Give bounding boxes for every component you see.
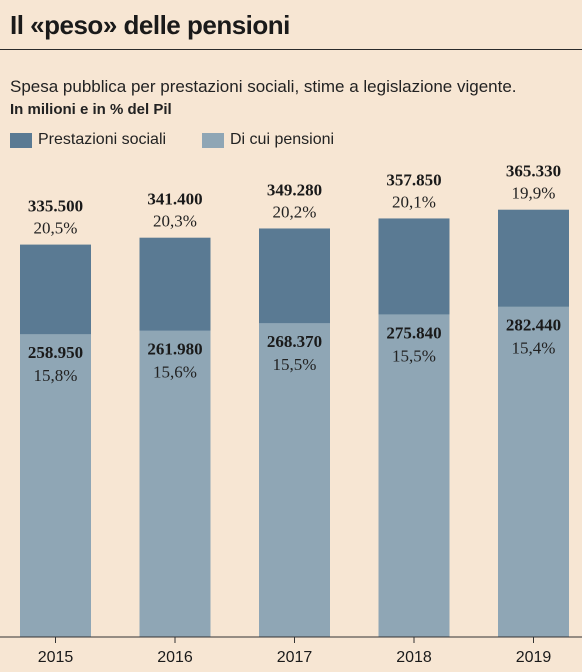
label-pensioni-pct-2019: 15,4% [512, 339, 556, 358]
label-prestazioni-2018: 357.850 [386, 170, 441, 189]
title-divider [0, 49, 582, 50]
legend-item-prestazioni: Prestazioni sociali [10, 131, 166, 149]
label-pensioni-pct-2018: 15,5% [392, 346, 436, 365]
label-pensioni-pct-2015: 15,8% [34, 366, 78, 385]
x-tick-label-2016: 2016 [157, 649, 193, 666]
x-tick-label-2019: 2019 [516, 649, 552, 666]
label-pensioni-2016: 261.980 [147, 340, 202, 359]
legend-swatch-prestazioni [10, 132, 32, 148]
x-tick-label-2015: 2015 [38, 649, 74, 666]
label-prestazioni-pct-2019: 19,9% [512, 184, 556, 203]
legend-label-prestazioni: Prestazioni sociali [38, 131, 167, 148]
label-pensioni-2017: 268.370 [267, 332, 322, 351]
legend-label-pensioni: Di cui pensioni [230, 131, 335, 148]
label-pensioni-pct-2016: 15,6% [153, 363, 197, 382]
bar-pensioni-2019 [498, 306, 569, 637]
x-tick-label-2017: 2017 [277, 649, 313, 666]
legend-swatch-pensioni [202, 132, 224, 148]
unit-label: In milioni e in % del Pil [10, 101, 172, 118]
bar-pensioni-2018 [378, 314, 450, 637]
label-prestazioni-pct-2016: 20,3% [153, 212, 197, 231]
label-prestazioni-2015: 335.500 [28, 197, 83, 216]
chart-subtitle: Spesa pubblica per prestazioni sociali, … [10, 77, 517, 96]
bar-pensioni-2017 [259, 323, 330, 637]
label-prestazioni-2016: 341.400 [147, 190, 202, 209]
label-prestazioni-pct-2018: 20,1% [392, 192, 436, 211]
label-prestazioni-pct-2015: 20,5% [34, 219, 78, 238]
label-pensioni-2018: 275.840 [386, 323, 441, 342]
x-tick-label-2018: 2018 [396, 649, 432, 666]
label-prestazioni-pct-2017: 20,2% [273, 202, 317, 221]
label-prestazioni-2019: 365.330 [506, 162, 561, 181]
label-prestazioni-2017: 349.280 [267, 180, 322, 199]
chart-title: Il «peso» delle pensioni [10, 10, 290, 40]
legend-item-pensioni: Di cui pensioni [202, 131, 334, 149]
label-pensioni-2015: 258.950 [28, 343, 83, 362]
label-pensioni-pct-2017: 15,5% [273, 355, 317, 374]
bar-pensioni-2016 [139, 330, 211, 637]
label-pensioni-2019: 282.440 [506, 316, 561, 335]
bar-pensioni-2015 [20, 334, 91, 637]
